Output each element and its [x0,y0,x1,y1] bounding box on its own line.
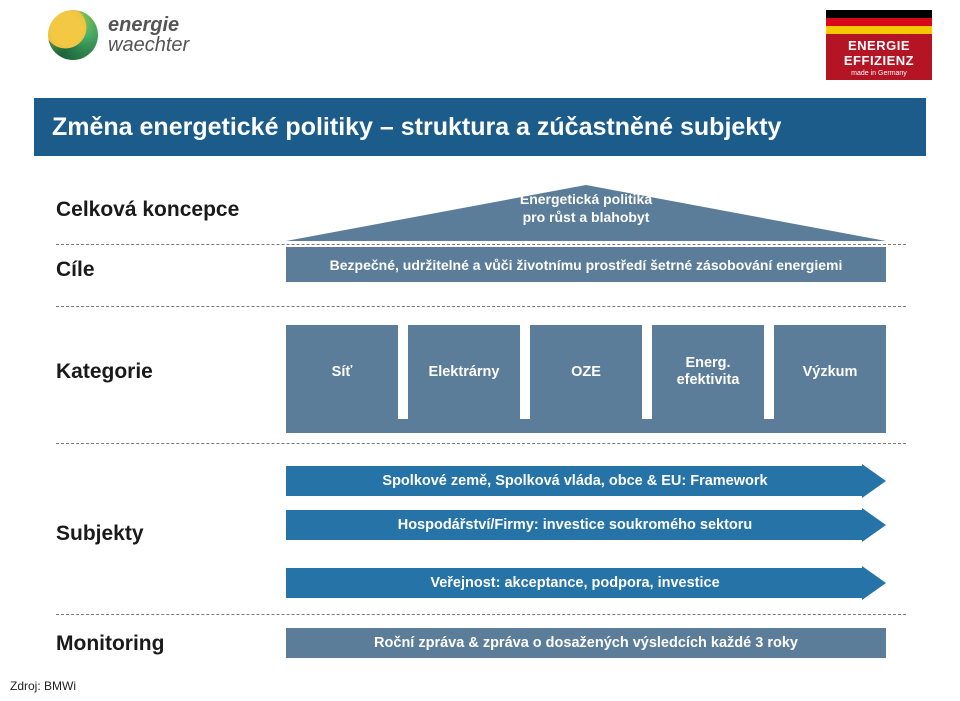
subject-1-text: Hospodářství/Firmy: investice soukromého… [398,517,753,533]
house: Energetická politika pro růst a blahobyt… [286,185,886,305]
page-title: Změna energetické politiky – struktura a… [34,98,926,156]
brand-logo-left: energie waechter [48,10,189,60]
divider-4 [56,614,906,615]
monitoring-text: Roční zpráva & zpráva o dosažených výsle… [374,635,798,651]
divider-2 [56,306,906,307]
arrow-tip-icon [862,566,886,600]
brand-logo-right: ENERGIE EFFIZIENZ made in Germany [824,10,934,80]
label-goals: Cíle [56,258,95,282]
subject-bar-2: Veřejnost: akceptance, podpora, investic… [286,568,886,598]
goals-text: Bezpečné, udržitelné a vůči životnímu pr… [330,257,843,273]
roof-line2: pro růst a blahobyt [523,209,650,225]
moon-icon [48,10,98,60]
pillar-4: Výzkum [774,325,886,419]
page-title-text: Změna energetické politiky – struktura a… [52,113,781,142]
right-label-box: ENERGIE EFFIZIENZ [826,34,932,70]
label-concept: Celková koncepce [56,198,239,222]
roof-text: Energetická politika pro růst a blahobyt [286,191,886,226]
right-label-sub: made in Germany [826,70,932,80]
pillar-3-label: Energ. efektivita [677,355,740,390]
pillar-1-label: Elektrárny [429,364,500,380]
page: energie waechter ENERGIE EFFIZIENZ made … [0,0,960,701]
flag-band-gold [826,26,932,34]
roof-line1: Energetická politika [520,191,652,207]
label-subjects: Subjekty [56,522,144,546]
pillar-2: OZE [530,325,642,419]
subject-bar-0-body: Spolkové země, Spolková vláda, obce & EU… [286,466,864,496]
subject-bar-1-body: Hospodářství/Firmy: investice soukromého… [286,510,864,540]
pillar-4-label: Výzkum [803,364,858,380]
pillar-1: Elektrárny [408,325,520,419]
source-text: Zdroj: BMWi [10,679,76,693]
pillars: Síť Elektrárny OZE Energ. efektivita Výz… [286,325,886,419]
pillar-2-label: OZE [571,364,601,380]
right-label-2: EFFIZIENZ [826,53,932,68]
right-label-1: ENERGIE [826,38,932,53]
pillar-0: Síť [286,325,398,419]
brand-text: energie waechter [108,15,189,55]
house-roof: Energetická politika pro růst a blahobyt [286,185,886,241]
monitoring-bar: Roční zpráva & zpráva o dosažených výsle… [286,628,886,658]
pillar-3: Energ. efektivita [652,325,764,419]
subject-bar-0: Spolkové země, Spolková vláda, obce & EU… [286,466,886,496]
divider-3 [56,443,906,444]
subject-0-text: Spolkové země, Spolková vláda, obce & EU… [382,473,767,489]
brand-line2: waechter [108,35,189,55]
brand-line1: energie [108,15,189,35]
flag-band-black [826,10,932,18]
label-categories: Kategorie [56,360,153,384]
arrow-tip-icon [862,464,886,498]
flag-band-red [826,18,932,26]
subject-bar-2-body: Veřejnost: akceptance, podpora, investic… [286,568,864,598]
goals-bar: Bezpečné, udržitelné a vůči životnímu pr… [286,247,886,282]
subject-bar-1: Hospodářství/Firmy: investice soukromého… [286,510,886,540]
label-monitoring: Monitoring [56,632,164,656]
arrow-tip-icon [862,508,886,542]
pillar-floor [286,419,886,433]
subject-2-text: Veřejnost: akceptance, podpora, investic… [430,575,719,591]
pillar-0-label: Síť [332,364,353,380]
